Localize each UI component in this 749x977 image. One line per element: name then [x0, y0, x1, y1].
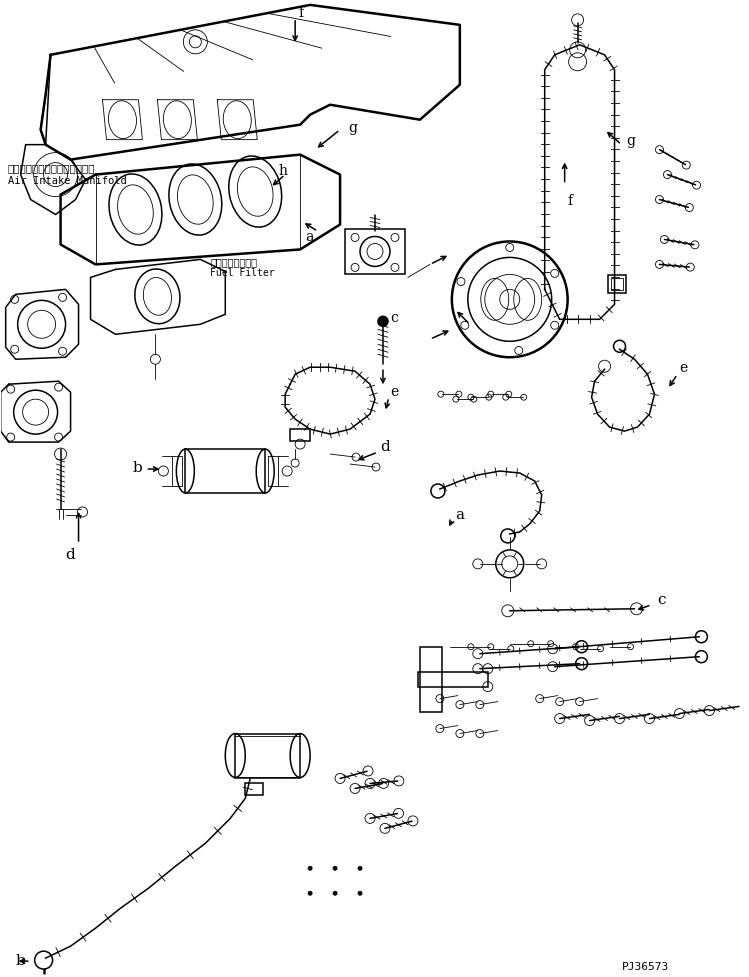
Text: f: f [568, 193, 573, 207]
Text: エアーインテークマニホールド: エアーインテークマニホールド [7, 163, 95, 174]
Text: f: f [298, 6, 303, 20]
Text: d: d [380, 440, 389, 453]
Text: b: b [133, 460, 142, 475]
Text: PJ36573: PJ36573 [622, 961, 669, 971]
Text: フェエルフィルタ: フェエルフィルタ [210, 257, 258, 267]
Bar [418, 672, 488, 687]
Bar [245, 784, 263, 795]
Bar [420, 647, 442, 712]
Text: e: e [390, 385, 398, 399]
Text: h: h [278, 163, 287, 178]
Text: e: e [679, 361, 688, 375]
Text: a: a [455, 507, 464, 522]
Bar [345, 231, 405, 276]
Text: g: g [348, 120, 357, 135]
Bar [607, 276, 625, 294]
Text: Fuel Filter: Fuel Filter [210, 268, 275, 278]
Bar [290, 430, 310, 442]
Circle shape [378, 317, 388, 327]
Bar [610, 279, 622, 291]
Circle shape [358, 867, 362, 871]
Text: a: a [305, 231, 314, 244]
Circle shape [333, 867, 337, 871]
Bar [235, 734, 300, 779]
Text: b: b [16, 954, 25, 967]
Circle shape [333, 891, 337, 895]
Text: d: d [66, 547, 76, 562]
Text: c: c [390, 311, 398, 325]
Text: c: c [658, 592, 666, 606]
Text: g: g [626, 134, 636, 148]
Circle shape [358, 891, 362, 895]
Circle shape [308, 891, 312, 895]
Circle shape [308, 867, 312, 871]
Text: Air Intake Manifold: Air Intake Manifold [7, 176, 127, 186]
